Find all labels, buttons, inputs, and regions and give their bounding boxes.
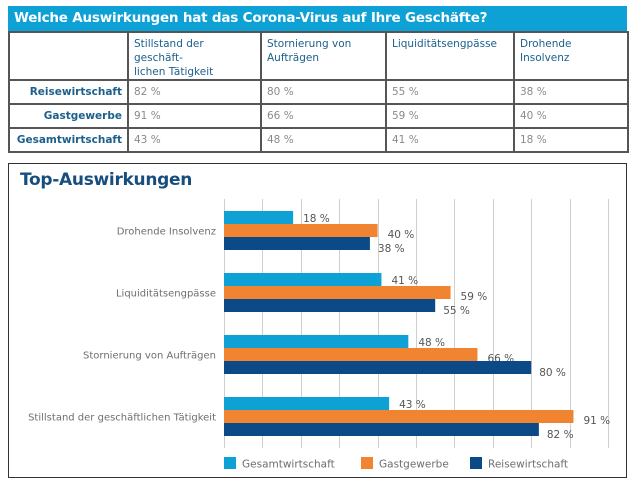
- table-corner-cell: [8, 31, 129, 81]
- table-cell: 55 %: [385, 79, 515, 105]
- category-label: Liquiditätsengpässe: [116, 289, 216, 300]
- bar: [224, 224, 378, 237]
- column-header-line: Stillstand der geschäft-: [134, 38, 204, 64]
- row-label: Gastgewerbe: [8, 103, 129, 129]
- column-header-liquiditaet: Liquiditätsengpässe: [385, 31, 515, 81]
- bar: [224, 410, 574, 423]
- data-label: 80 %: [539, 367, 566, 379]
- column-header-line: Liquiditätsengpässe: [392, 38, 498, 50]
- column-header-line: Stornierung von: [267, 38, 352, 50]
- category-label: Stillstand der geschäftlichen Tätigkeit: [28, 413, 216, 424]
- table-cell: 66 %: [260, 103, 387, 129]
- bar: [224, 335, 409, 348]
- data-label: 18 %: [303, 213, 330, 225]
- table-row: Gesamtwirtschaft 43 % 48 % 41 % 18 %: [8, 127, 629, 153]
- bar: [224, 423, 539, 436]
- bar: [224, 286, 451, 299]
- legend-label: Gesamtwirtschaft: [242, 459, 335, 471]
- bar: [224, 237, 370, 250]
- bar: [224, 348, 478, 361]
- column-header-line: Drohende Insolvenz: [520, 38, 572, 64]
- column-header-insolvenz: Drohende Insolvenz: [513, 31, 629, 81]
- column-header-stillstand: Stillstand der geschäft-lichen Tätigkeit: [127, 31, 262, 81]
- table-header-row: Stillstand der geschäft-lichen Tätigkeit…: [8, 31, 629, 81]
- table-cell: 41 %: [385, 127, 515, 153]
- data-label: 55 %: [443, 305, 470, 317]
- table-row: Gastgewerbe 91 % 66 % 59 % 40 %: [8, 103, 629, 129]
- bar: [224, 361, 532, 374]
- table-cell: 43 %: [127, 127, 262, 153]
- legend-swatch: [224, 457, 236, 469]
- impact-table: Stillstand der geschäft-lichen Tätigkeit…: [8, 31, 629, 153]
- table-cell: 80 %: [260, 79, 387, 105]
- category-label: Drohende Insolvenz: [117, 227, 216, 238]
- table-cell: 59 %: [385, 103, 515, 129]
- data-label: 38 %: [378, 243, 405, 255]
- table-cell: 38 %: [513, 79, 629, 105]
- data-label: 43 %: [399, 399, 426, 411]
- legend-label: Reisewirtschaft: [488, 459, 568, 471]
- bar: [224, 397, 390, 410]
- table-cell: 82 %: [127, 79, 262, 105]
- bar: [224, 211, 294, 224]
- table-cell: 91 %: [127, 103, 262, 129]
- legend-swatch: [470, 457, 482, 469]
- column-header-stornierung: Stornierung von Aufträgen: [260, 31, 387, 81]
- table-cell: 40 %: [513, 103, 629, 129]
- row-label: Reisewirtschaft: [8, 79, 129, 105]
- row-label: Gesamtwirtschaft: [8, 127, 129, 153]
- column-header-line: lichen Tätigkeit: [134, 66, 214, 78]
- data-label: 91 %: [583, 415, 610, 427]
- bar: [224, 273, 382, 286]
- column-header-line: Aufträgen: [267, 52, 319, 64]
- table-cell: 48 %: [260, 127, 387, 153]
- data-label: 48 %: [418, 337, 445, 349]
- table-cell: 18 %: [513, 127, 629, 153]
- chart-title: Top-Auswirkungen: [20, 170, 193, 190]
- table-title: Welche Auswirkungen hat das Corona-Virus…: [8, 6, 627, 31]
- legend-label: Gastgewerbe: [379, 459, 449, 471]
- bar: [224, 299, 436, 312]
- data-label: 40 %: [388, 229, 415, 241]
- data-label: 59 %: [461, 291, 488, 303]
- legend-swatch: [361, 457, 373, 469]
- data-label: 82 %: [547, 429, 574, 441]
- category-label: Stornierung von Aufträgen: [83, 351, 216, 362]
- table-row: Reisewirtschaft 82 % 80 % 55 % 38 %: [8, 79, 629, 105]
- data-label: 41 %: [391, 275, 418, 287]
